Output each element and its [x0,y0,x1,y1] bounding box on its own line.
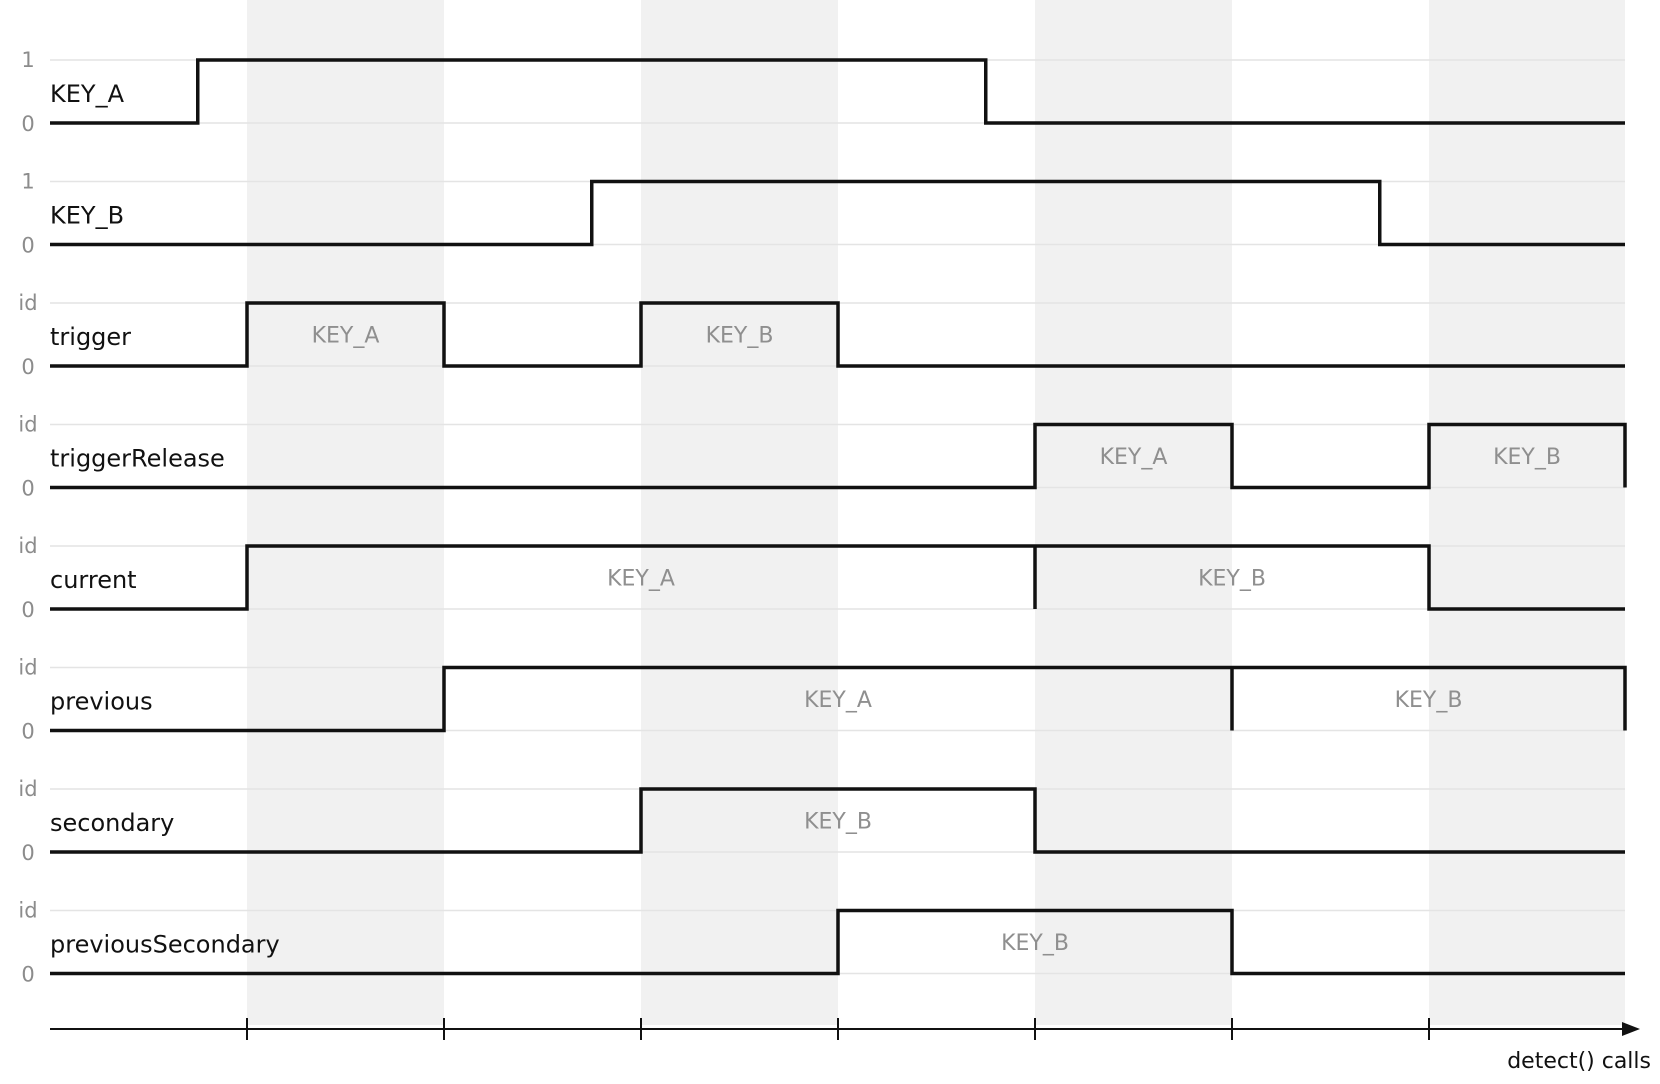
signal-waveforms [50,58,1627,976]
trigger-segment-label-2: KEY_B [706,324,774,349]
secondary-segment-label-1: KEY_B [804,810,872,835]
key-b-low-level-label: 0 [21,234,34,258]
trigger-segment-label-1: KEY_A [312,324,380,349]
shaded-interval-4 [1429,0,1625,1025]
previous-secondary-high-level-label: id [18,899,37,923]
key-a-waveform [50,58,1625,125]
current-segment-label-2: KEY_B [1198,567,1266,592]
secondary-signal-name: secondary [50,809,174,837]
shaded-interval-3 [1035,0,1232,1025]
key-b-signal-name: KEY_B [50,202,124,230]
shaded-interval-2 [641,0,838,1025]
current-low-level-label: 0 [21,598,34,622]
x-axis-title: detect() calls [1507,1049,1651,1074]
key-a-signal-name: KEY_A [50,80,125,108]
current-waveform [50,544,1625,611]
key-b-high-level-label: 1 [21,170,34,194]
trigger-release-signal-name: triggerRelease [50,445,225,473]
previous-secondary-low-level-label: 0 [21,963,34,987]
trigger-release-segment-label-1: KEY_A [1100,445,1168,470]
previous-low-level-label: 0 [21,720,34,744]
trigger-high-level-label: id [18,291,37,315]
trigger-release-high-level-label: id [18,413,37,437]
previous-secondary-segment-label-1: KEY_B [1001,931,1069,956]
previous-high-level-label: id [18,656,37,680]
trigger-signal-name: trigger [50,323,131,351]
current-high-level-label: id [18,534,37,558]
previous-segment-label-1: KEY_A [804,688,872,713]
time-axis: detect() calls [50,1018,1651,1074]
trigger-release-waveform [50,422,1627,490]
previous-secondary-waveform [50,908,1625,976]
secondary-waveform [50,787,1625,854]
trigger-release-low-level-label: 0 [21,477,34,501]
trigger-waveform [50,301,1625,368]
secondary-low-level-label: 0 [21,841,34,865]
previous-waveform [50,665,1627,733]
shaded-intervals [247,0,1625,1025]
previous-secondary-signal-name: previousSecondary [50,931,280,959]
shaded-interval-1 [247,0,444,1025]
key-b-waveform [50,179,1625,247]
key-a-high-level-label: 1 [21,48,34,72]
trigger-release-segment-label-2: KEY_B [1493,445,1561,470]
key-a-low-level-label: 0 [21,112,34,136]
trigger-low-level-label: 0 [21,355,34,379]
current-signal-name: current [50,566,137,594]
current-segment-label-1: KEY_A [607,567,675,592]
previous-signal-name: previous [50,688,153,716]
secondary-high-level-label: id [18,777,37,801]
x-axis-arrowhead [1622,1022,1640,1036]
previous-segment-label-2: KEY_B [1395,688,1463,713]
